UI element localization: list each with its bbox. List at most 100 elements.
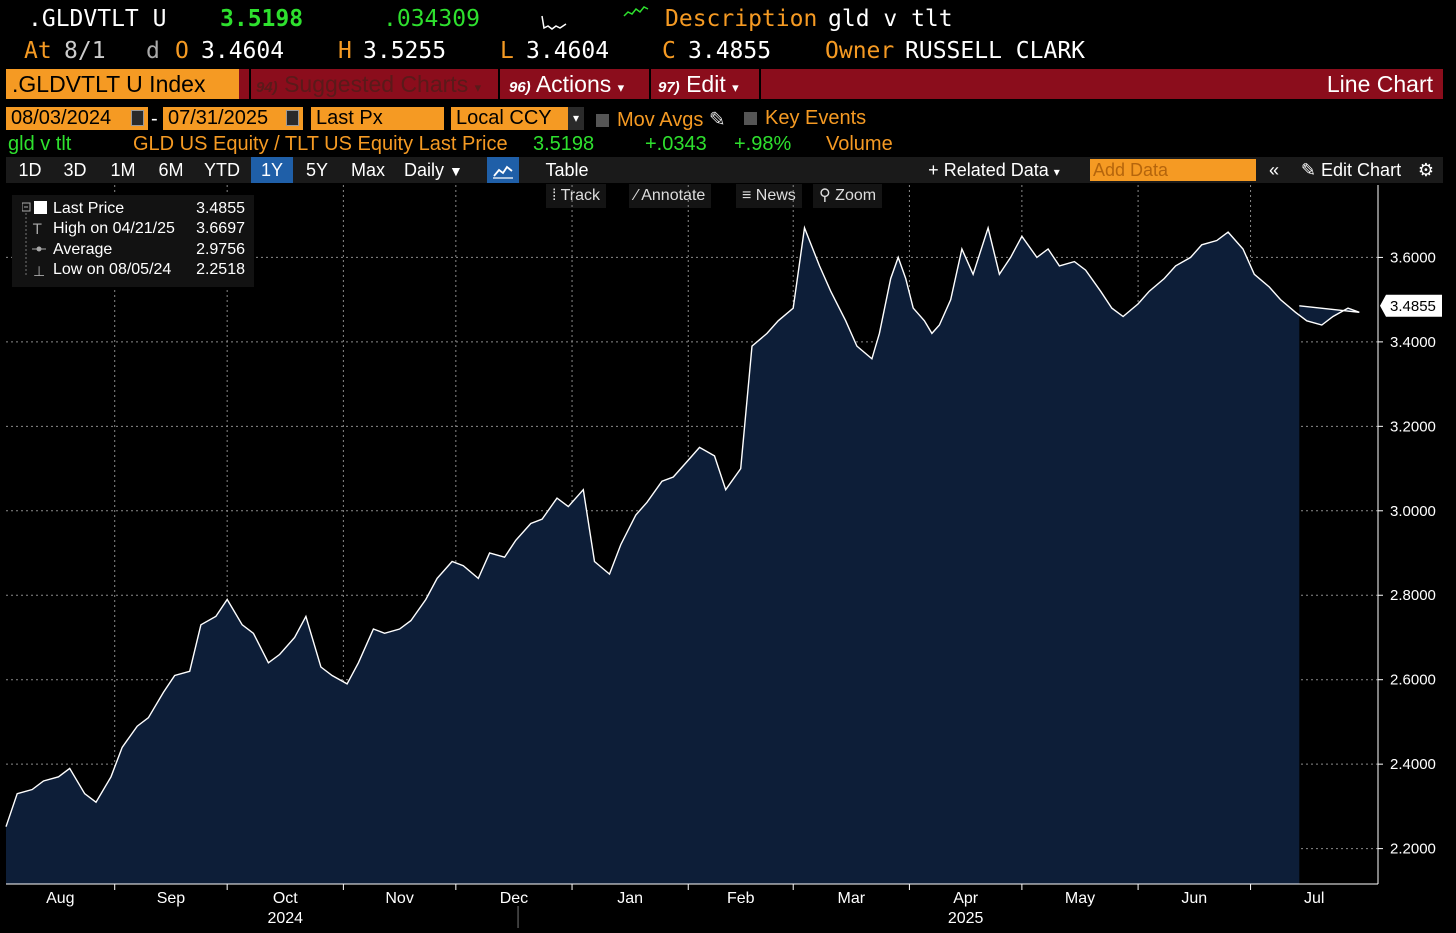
description-label: Description: [665, 6, 818, 32]
series-name[interactable]: gld v tlt: [8, 133, 72, 155]
plus-icon: +: [928, 160, 939, 180]
magnifier-icon: ⚲: [819, 187, 831, 204]
related-data-button[interactable]: + Related Data ▾: [928, 160, 1060, 180]
range-1d-button[interactable]: 1D: [18, 160, 42, 180]
range-1y-button[interactable]: 1Y: [251, 157, 293, 183]
mini-trend-icon: [623, 6, 649, 17]
y-tick-label: 2.8000: [1390, 587, 1436, 604]
change-value: .034309: [383, 6, 480, 32]
range-toolbar: 1D 3D 1M 6M YTD 1Y 5Y Max Daily ▼ Table …: [6, 157, 1443, 183]
chart-view-button[interactable]: [487, 157, 519, 183]
ticker-label: .GLDVTLT U: [28, 6, 167, 32]
mov-avgs-toggle[interactable]: Mov Avgs ✎: [596, 107, 726, 132]
close-label: C: [662, 38, 676, 64]
pencil-icon: ✎: [1300, 160, 1317, 180]
volume-toggle[interactable]: Volume: [826, 133, 893, 155]
currency-selector[interactable]: Local CCY ▾: [451, 107, 584, 130]
collapse-icon[interactable]: «: [1268, 160, 1279, 180]
edit-chart-button[interactable]: ✎ Edit Chart: [1300, 160, 1402, 180]
frequency-dropdown[interactable]: Daily ▼: [404, 160, 463, 180]
x-month-label: Mar: [838, 890, 866, 907]
at-label: At: [24, 38, 52, 64]
legend-low-label: Low on 08/05/24: [53, 261, 172, 278]
y-tick-label: 3.2000: [1390, 418, 1436, 435]
owner-value: RUSSELL CLARK: [905, 38, 1086, 64]
annotate-icon: ∕: [635, 187, 638, 204]
last-price-tag: [1380, 294, 1442, 317]
svg-text:⊥: ⊥: [33, 264, 45, 280]
field-selector[interactable]: Last Px: [311, 107, 444, 130]
calendar-icon[interactable]: [131, 110, 144, 126]
edit-menu-button[interactable]: 97) Edit ▾: [658, 71, 739, 97]
gear-icon[interactable]: ⚙: [1417, 160, 1435, 180]
chevron-down-icon[interactable]: ▾: [568, 107, 584, 130]
pencil-icon[interactable]: ✎: [708, 109, 726, 131]
checkbox[interactable]: [596, 114, 609, 128]
close-value: 3.4855: [688, 38, 772, 64]
x-month-label: Oct: [273, 890, 298, 907]
legend-low-row: Low on 08/05/24 2.2518: [53, 261, 245, 281]
track-tool[interactable]: ⁞ Track: [546, 184, 607, 208]
annotate-tool[interactable]: ∕ Annotate: [629, 184, 712, 208]
last-price-marker: 3.4855: [1380, 294, 1442, 317]
legend-low-value: 2.2518: [196, 261, 245, 278]
key-events-toggle[interactable]: Key Events: [744, 107, 866, 130]
low-value: 3.4604: [526, 38, 610, 64]
index-selector[interactable]: .GLDVTLT U Index: [6, 69, 239, 99]
x-month-label: Sep: [157, 890, 186, 907]
range-3d-button[interactable]: 3D: [63, 160, 87, 180]
range-max-button[interactable]: Max: [350, 160, 385, 180]
caret-down-icon: ▼: [449, 163, 463, 179]
last-price-value: 3.5198: [220, 6, 304, 32]
open-label: O: [175, 38, 189, 64]
high-value: 3.5255: [363, 38, 447, 64]
x-month-label: Jul: [1304, 890, 1324, 907]
x-year-label: 2025: [948, 910, 984, 927]
legend-tree-icon: T ⊥: [22, 201, 47, 280]
checkbox[interactable]: [744, 112, 757, 126]
actions-menu-button[interactable]: 96) Actions ▾: [509, 71, 625, 97]
range-6m-button[interactable]: 6M: [158, 160, 184, 180]
line-chart-icon: [493, 165, 513, 179]
suggested-charts-button[interactable]: 94) Suggested Charts ▾: [256, 71, 482, 97]
legend-high-row: High on 04/21/25 3.6697: [53, 220, 245, 240]
start-date-input[interactable]: 08/03/2024: [6, 107, 148, 130]
news-icon: ≡: [742, 187, 752, 204]
legend-average-label: Average: [53, 241, 113, 258]
x-year-label: 2024: [267, 910, 303, 927]
legend-high-value: 3.6697: [196, 220, 245, 237]
date-range-dash: -: [151, 108, 158, 130]
x-axis: Aug Sep Oct Nov Dec Jan Feb Mar Apr May Jun Jul 2024…: [6, 883, 1378, 928]
chart-type-label: Line Chart: [1326, 71, 1433, 97]
range-5y-button[interactable]: 5Y: [305, 160, 329, 180]
description-value: gld v tlt: [828, 6, 953, 32]
series-change: +.0343: [645, 133, 707, 155]
end-date-input[interactable]: 07/31/2025: [163, 107, 303, 130]
calendar-icon[interactable]: [286, 110, 299, 126]
x-month-label: Dec: [500, 890, 528, 907]
add-data-input[interactable]: Add Data: [1090, 159, 1256, 181]
low-label: L: [500, 38, 514, 64]
chart-legend: T ⊥ Last Price 3.4855 High on 04/21/25 3…: [12, 195, 254, 287]
y-tick-label: 3.0000: [1390, 503, 1436, 520]
series-pct-change: +.98%: [734, 133, 792, 155]
x-month-label: Aug: [46, 890, 74, 907]
series-formula: GLD US Equity / TLT US Equity Last Price: [133, 133, 508, 155]
news-tool[interactable]: ≡ News: [736, 184, 802, 208]
table-view-button[interactable]: Table: [545, 160, 589, 180]
chart-grid: [6, 185, 1378, 884]
x-month-label: Apr: [953, 890, 979, 907]
y-tick-label: 2.6000: [1390, 672, 1436, 689]
x-month-label: May: [1065, 890, 1095, 907]
range-ytd-button[interactable]: YTD: [204, 160, 240, 180]
x-month-label: Jan: [617, 890, 643, 907]
legend-last-label: Last Price: [53, 200, 125, 217]
crosshair-icon: ⁞: [552, 187, 557, 204]
x-month-label: Nov: [385, 890, 413, 907]
svg-text:T: T: [32, 222, 42, 238]
x-month-label: Jun: [1181, 890, 1207, 907]
legend-high-label: High on 04/21/25: [53, 220, 175, 237]
range-1m-button[interactable]: 1M: [110, 160, 136, 180]
legend-average-value: 2.9756: [196, 241, 245, 258]
zoom-tool[interactable]: ⚲ Zoom: [813, 184, 883, 208]
